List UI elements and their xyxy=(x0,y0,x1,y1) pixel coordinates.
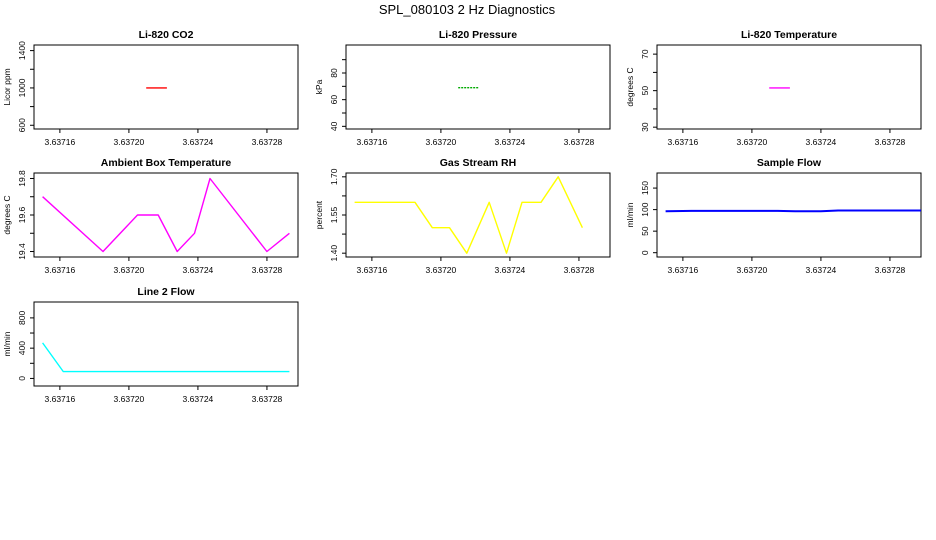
sample-flow-y-axis-label: ml/min xyxy=(625,202,635,227)
gas-stream-rh-x-tick-label: 3.63724 xyxy=(495,265,526,275)
li820-co2-y-tick-label: 1000 xyxy=(17,78,27,97)
li820-co2-panel: Li-820 CO2 Licor ppm 3.63716 3.63720 3.63724… xyxy=(2,29,299,147)
sample-flow-panel: Sample Flow ml/min 3.63716 3.63720 3.63724 3.… xyxy=(625,157,922,275)
gas-stream-rh-x-tick-label: 3.63728 xyxy=(564,265,595,275)
line-2-flow-y-tick-label: 800 xyxy=(17,311,27,325)
gas-stream-rh-y-tick-label: 1.70 xyxy=(329,168,339,185)
li820-temperature-y-axis-label: degrees C xyxy=(625,67,635,106)
line-2-flow-y-tick-label: 400 xyxy=(17,341,27,355)
line-2-flow-x-tick-label: 3.63716 xyxy=(45,394,76,404)
line-2-flow-panel: Line 2 Flow ml/min 3.63716 3.63720 3.63724 3.… xyxy=(2,286,299,404)
li820-temperature-x-tick-label: 3.63716 xyxy=(668,137,699,147)
li820-temperature-y-tick-label: 50 xyxy=(640,86,650,96)
sample-flow-y-tick-label: 50 xyxy=(640,226,650,236)
li820-temperature-panel: Li-820 Temperature degrees C 3.63716 3.6372… xyxy=(625,29,922,147)
line-2-flow-x-tick-label: 3.63728 xyxy=(252,394,283,404)
li820-pressure-y-tick-label: 60 xyxy=(329,95,339,105)
sample-flow-x-tick-label: 3.63728 xyxy=(875,265,906,275)
gas-stream-rh-plot-frame xyxy=(345,172,611,258)
ambient-box-temperature-y-tick-label: 19.4 xyxy=(17,243,27,260)
line-2-flow-title: Line 2 Flow xyxy=(137,286,195,298)
line-2-flow-y-axis-label: ml/min xyxy=(2,331,12,356)
gas-stream-rh-x-tick-label: 3.63716 xyxy=(357,265,388,275)
li820-temperature-plot-frame xyxy=(656,44,922,130)
li820-pressure-x-tick-label: 3.63724 xyxy=(495,137,526,147)
gas-stream-rh-y-tick-label: 1.40 xyxy=(329,245,339,262)
li820-pressure-x-tick-label: 3.63716 xyxy=(357,137,388,147)
gas-stream-rh-series-line xyxy=(354,176,584,254)
li820-co2-plot-frame xyxy=(33,44,299,130)
line-2-flow-y-tick-label: 0 xyxy=(17,376,27,381)
sample-flow-x-tick-label: 3.63720 xyxy=(737,265,768,275)
gas-stream-rh-panel: Gas Stream RH percent 3.63716 3.63720 3.6372… xyxy=(314,157,611,275)
figure-title: SPL_080103 2 Hz Diagnostics xyxy=(379,2,556,17)
li820-temperature-x-tick-label: 3.63720 xyxy=(737,137,768,147)
li820-temperature-x-tick-label: 3.63724 xyxy=(806,137,837,147)
ambient-box-temperature-x-tick-label: 3.63724 xyxy=(183,265,214,275)
sample-flow-y-tick-label: 100 xyxy=(640,202,650,216)
li820-temperature-y-tick-label: 70 xyxy=(640,49,650,59)
ambient-box-temperature-y-tick-label: 19.6 xyxy=(17,206,27,223)
line-2-flow-series-line xyxy=(42,342,290,373)
sample-flow-y-tick-label: 0 xyxy=(640,250,650,255)
ambient-box-temperature-y-tick-label: 19.8 xyxy=(17,170,27,187)
gas-stream-rh-y-tick-label: 1.55 xyxy=(329,206,339,223)
li820-co2-y-tick-label: 600 xyxy=(17,118,27,132)
sample-flow-y-tick-label: 150 xyxy=(640,181,650,195)
li820-co2-x-tick-label: 3.63716 xyxy=(45,137,76,147)
li820-co2-x-tick-label: 3.63720 xyxy=(114,137,145,147)
ambient-box-temperature-panel: Ambient Box Temperature degrees C 3.63716 3… xyxy=(2,157,299,275)
gas-stream-rh-x-tick-label: 3.63720 xyxy=(426,265,457,275)
ambient-box-temperature-plot-frame xyxy=(33,172,299,258)
gas-stream-rh-y-axis-label: percent xyxy=(314,200,324,229)
line-2-flow-plot-frame xyxy=(33,301,299,387)
li820-co2-title: Li-820 CO2 xyxy=(139,29,194,41)
ambient-box-temperature-y-axis-label: degrees C xyxy=(2,195,12,234)
li820-pressure-y-tick-label: 80 xyxy=(329,68,339,78)
ambient-box-temperature-x-tick-label: 3.63728 xyxy=(252,265,283,275)
sample-flow-title: Sample Flow xyxy=(757,157,822,169)
sample-flow-plot-frame xyxy=(656,172,922,258)
line-2-flow-x-tick-label: 3.63724 xyxy=(183,394,214,404)
ambient-box-temperature-title: Ambient Box Temperature xyxy=(101,157,232,169)
sample-flow-x-tick-label: 3.63716 xyxy=(668,265,699,275)
li820-pressure-panel: Li-820 Pressure kPa 3.63716 3.63720 3.63724 3… xyxy=(314,29,611,147)
li820-pressure-y-axis-label: kPa xyxy=(314,79,324,94)
li820-temperature-x-tick-label: 3.63728 xyxy=(875,137,906,147)
li820-co2-y-tick-label: 1400 xyxy=(17,41,27,60)
line-2-flow-x-tick-label: 3.63720 xyxy=(114,394,145,404)
li820-co2-y-axis-label: Licor ppm xyxy=(2,68,12,105)
li820-co2-x-tick-label: 3.63724 xyxy=(183,137,214,147)
li820-temperature-y-tick-label: 30 xyxy=(640,122,650,132)
li820-pressure-x-tick-label: 3.63720 xyxy=(426,137,457,147)
ambient-box-temperature-x-tick-label: 3.63716 xyxy=(45,265,76,275)
li820-pressure-y-tick-label: 40 xyxy=(329,121,339,131)
gas-stream-rh-title: Gas Stream RH xyxy=(440,157,516,169)
li820-temperature-title: Li-820 Temperature xyxy=(741,29,837,41)
li820-pressure-x-tick-label: 3.63728 xyxy=(564,137,595,147)
li820-pressure-title: Li-820 Pressure xyxy=(439,29,517,41)
li820-pressure-plot-frame xyxy=(345,44,611,130)
ambient-box-temperature-series-line xyxy=(42,177,290,253)
sample-flow-x-tick-label: 3.63724 xyxy=(806,265,837,275)
ambient-box-temperature-x-tick-label: 3.63720 xyxy=(114,265,145,275)
sample-flow-series-line xyxy=(665,209,921,213)
li820-co2-x-tick-label: 3.63728 xyxy=(252,137,283,147)
